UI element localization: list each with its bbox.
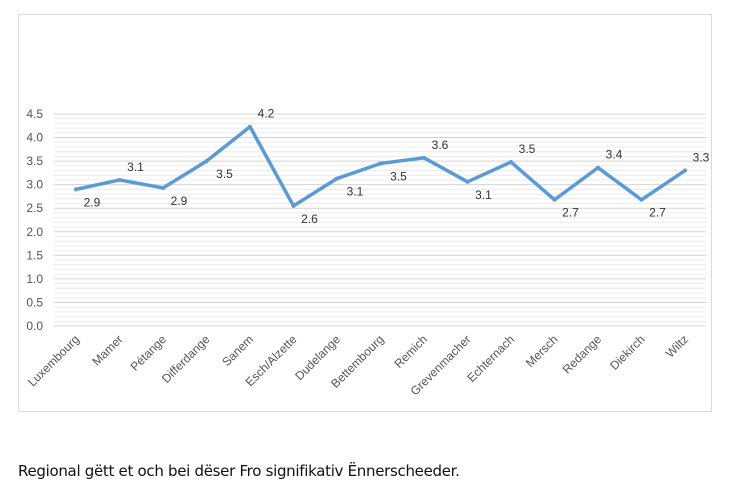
y-tick-label: 0.5 [26, 295, 43, 309]
data-label: 3.1 [347, 185, 364, 199]
data-label: 3.1 [475, 188, 492, 202]
data-label: 2.7 [562, 206, 579, 220]
data-point [639, 197, 644, 202]
y-tick-label: 3.0 [26, 178, 43, 192]
x-tick-label: Remich [391, 332, 430, 371]
x-tick-label: Diekirch [607, 332, 648, 373]
y-tick-label: 2.5 [26, 201, 43, 215]
data-label: 3.6 [432, 138, 449, 152]
data-label: 3.3 [693, 151, 710, 165]
y-tick-label: 1.5 [26, 248, 43, 262]
data-label: 2.6 [301, 212, 318, 226]
data-label: 3.1 [127, 160, 144, 174]
data-point [161, 185, 165, 190]
data-point [248, 124, 252, 129]
x-tick-label: Mersch [523, 332, 561, 370]
data-point [117, 177, 122, 182]
data-label: 3.5 [390, 169, 407, 183]
data-point [291, 203, 296, 208]
y-tick-label: 3.5 [26, 154, 43, 168]
x-tick-label: Echternach [464, 332, 517, 385]
x-tick-label: Differdange [159, 332, 213, 386]
data-label: 3.4 [606, 148, 623, 162]
data-point [509, 160, 513, 165]
data-label: 3.5 [216, 167, 233, 181]
data-label: 3.5 [519, 142, 536, 156]
chart-caption: Regional gëtt et och bei dëser Fro signi… [18, 462, 460, 480]
x-tick-label: Pétange [128, 332, 170, 374]
data-point [74, 187, 78, 192]
data-label: 2.9 [171, 194, 188, 208]
x-tick-label: Luxembourg [25, 332, 82, 389]
y-tick-label: 1.0 [26, 272, 43, 286]
x-tick-label: Wiltz [663, 332, 691, 360]
data-label: 2.7 [649, 206, 666, 220]
x-tick-label: Redange [560, 332, 605, 377]
y-tick-label: 4.5 [26, 107, 43, 121]
data-point [552, 197, 557, 202]
data-label: 2.9 [84, 195, 101, 209]
data-point [596, 165, 600, 170]
y-tick-label: 0.0 [26, 319, 43, 333]
data-point [378, 161, 383, 166]
x-tick-label: Mamer [89, 332, 125, 368]
data-label: 4.2 [258, 107, 275, 121]
data-point [422, 155, 426, 160]
x-tick-label: Sanem [219, 332, 256, 369]
y-tick-label: 2.0 [26, 225, 43, 239]
data-point [465, 179, 470, 184]
data-point [335, 176, 339, 181]
data-point [204, 159, 209, 164]
y-tick-label: 4.0 [26, 131, 43, 145]
data-point [683, 168, 687, 173]
